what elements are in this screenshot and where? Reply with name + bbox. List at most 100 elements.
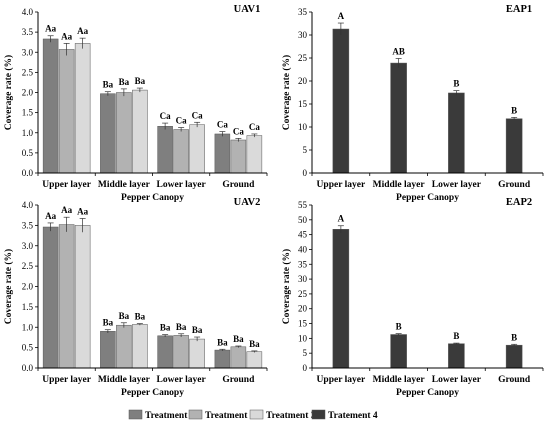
bar <box>116 92 132 174</box>
chart-panel-eap1: 0 5 10 15 20 25 30 35 A Upper layer AB Middle layer… <box>281 4 544 203</box>
data-label: B <box>453 79 459 89</box>
y-axis-title: Coverage rate (%) <box>281 55 292 130</box>
bar <box>189 338 205 369</box>
y-tick-label: 20 <box>298 304 308 314</box>
bar <box>157 126 173 174</box>
data-label: Ba <box>160 323 171 333</box>
x-axis-title: Pepper Canopy <box>396 193 459 203</box>
legend-label: Treatment 2 <box>205 411 255 421</box>
y-tick-label: 1.0 <box>22 322 34 332</box>
y-tick-label: 5 <box>303 145 308 155</box>
data-label: Ba <box>249 339 260 349</box>
y-tick-label: 1.5 <box>22 108 34 118</box>
legend-swatch <box>311 409 326 420</box>
data-label: Ba <box>233 334 244 344</box>
x-tick-label: Lower layer <box>157 180 207 190</box>
data-label: Ba <box>103 318 114 328</box>
x-tick-label: Middle layer <box>98 180 151 190</box>
bar <box>390 334 407 369</box>
y-tick-label: 2.0 <box>22 282 34 292</box>
data-label: Ba <box>119 77 130 87</box>
x-tick-label: Ground <box>498 375 531 385</box>
data-label: Aa <box>77 26 88 36</box>
chart-title: UAV2 <box>234 197 261 208</box>
data-label: AB <box>392 46 405 56</box>
x-tick-label: Lower layer <box>432 375 482 385</box>
y-tick-label: 30 <box>298 30 308 40</box>
y-tick-label: 1.0 <box>22 128 34 138</box>
y-tick-label: 35 <box>298 259 308 269</box>
y-tick-label: 0 <box>303 363 308 373</box>
y-tick-label: 30 <box>298 274 308 284</box>
x-tick-label: Middle layer <box>373 375 426 385</box>
y-tick-label: 15 <box>298 319 308 329</box>
data-label: Ca <box>160 111 171 121</box>
y-tick-label: 10 <box>298 122 308 132</box>
data-label: Ca <box>176 116 187 126</box>
legend-swatch <box>128 409 143 420</box>
x-tick-label: Lower layer <box>432 180 482 190</box>
y-tick-label: 3.5 <box>22 27 34 37</box>
data-label: Ba <box>119 311 130 321</box>
x-axis-title: Pepper Canopy <box>121 193 184 203</box>
x-tick-label: Middle layer <box>373 180 426 190</box>
x-tick-label: Upper layer <box>42 180 91 190</box>
x-tick-label: Middle layer <box>98 375 151 385</box>
y-axis-title: Coverage rate (%) <box>3 249 14 324</box>
y-tick-label: 55 <box>298 200 308 210</box>
bar <box>132 324 148 369</box>
chart-panel-uav2: 0.0 0.5 1.0 1.5 2.0 2.5 3.0 3.5 4.0 Aa Aa Aa Upper l… <box>3 197 268 398</box>
legend-label: Treatment 3 <box>266 411 316 421</box>
data-label: Ca <box>233 126 244 136</box>
x-tick-label: Upper layer <box>317 180 366 190</box>
y-tick-label: 40 <box>298 244 308 254</box>
y-tick-label: 0.0 <box>22 168 34 178</box>
x-tick-label: Upper layer <box>317 375 366 385</box>
y-tick-label: 0.5 <box>22 148 34 158</box>
data-label: Aa <box>45 211 56 221</box>
bar <box>157 335 173 369</box>
y-tick-label: 3.0 <box>22 47 34 57</box>
y-tick-label: 2.5 <box>22 67 34 77</box>
bar <box>189 124 205 174</box>
y-tick-label: 4.0 <box>22 200 34 210</box>
data-label: B <box>453 331 459 341</box>
data-label: B <box>396 322 402 332</box>
data-label: Aa <box>61 205 72 215</box>
x-axis-title: Pepper Canopy <box>121 388 184 398</box>
chart-title: UAV1 <box>234 4 261 15</box>
bar <box>505 344 523 369</box>
data-label: B <box>511 105 517 115</box>
y-tick-label: 45 <box>298 230 308 240</box>
chart-title: EAP1 <box>506 4 532 15</box>
bar <box>58 224 75 369</box>
y-tick-label: 3.5 <box>22 220 34 230</box>
bar <box>230 139 247 174</box>
chart-title: EAP2 <box>506 197 532 208</box>
x-axis-title: Pepper Canopy <box>396 388 459 398</box>
y-tick-label: 0 <box>303 168 308 178</box>
data-label: A <box>338 214 345 224</box>
y-tick-label: 25 <box>298 289 308 299</box>
legend: Treatment 1 Treatment 2 Treatment 3 Trateme… <box>128 409 378 421</box>
x-tick-label: Ground <box>498 180 531 190</box>
bar <box>214 133 231 174</box>
bar <box>505 118 523 174</box>
chart-panel-eap2: 0 5 10 15 20 25 30 35 40 45 50 55 A Upper layer B Middl… <box>281 197 544 398</box>
bar <box>332 28 350 174</box>
bar <box>246 351 263 369</box>
data-label: Ca <box>217 120 228 130</box>
bar <box>173 335 189 369</box>
legend-swatch <box>188 409 203 420</box>
data-label: Ba <box>103 80 114 90</box>
y-tick-label: 0.0 <box>22 363 34 373</box>
data-label: A <box>338 11 345 21</box>
bar <box>173 129 189 174</box>
bar <box>58 49 75 174</box>
data-label: Aa <box>45 24 56 34</box>
bar <box>132 89 148 174</box>
data-label: Aa <box>77 206 88 216</box>
bar <box>74 43 91 174</box>
y-tick-label: 25 <box>298 53 308 63</box>
y-tick-label: 2.5 <box>22 261 34 271</box>
